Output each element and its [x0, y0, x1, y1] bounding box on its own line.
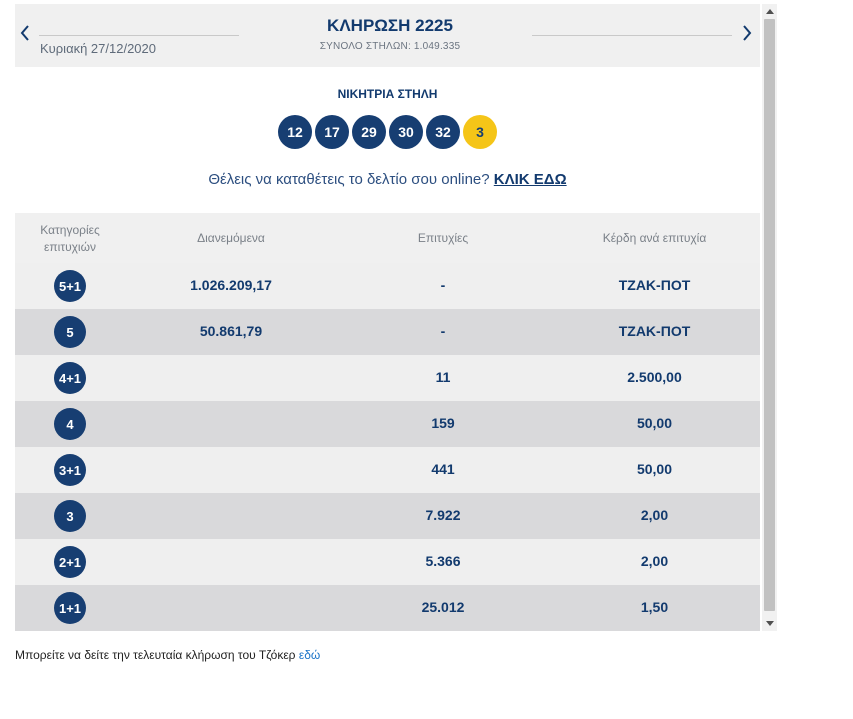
prize-value: 50,00: [636, 415, 673, 431]
header-distributed: Διανεμόμενα: [197, 231, 265, 245]
wins-value: 441: [431, 461, 455, 477]
header-wins: Επιτυχίες: [417, 231, 469, 245]
footer-text: Μπορείτε να δείτε την τελευταία κλήρωση …: [15, 648, 299, 662]
winning-number-ball: 29: [352, 115, 386, 149]
prize-value: ΤΖΑΚ-ΠΟΤ: [618, 277, 691, 293]
header-divider-left: [39, 35, 239, 36]
distributed-value: 1.026.209,17: [190, 277, 272, 293]
header-prize: Κέρδη ανά επιτυχία: [602, 231, 707, 245]
next-draw-button[interactable]: [739, 23, 755, 43]
draw-title: ΚΛΗΡΩΣΗ 2225: [327, 16, 453, 35]
table-row: 4+1 11 2.500,00: [15, 355, 760, 401]
winning-number-ball: 12: [278, 115, 312, 149]
prize-value: 50,00: [636, 461, 673, 477]
table-row: 5 50.861,79 - ΤΖΑΚ-ΠΟΤ: [15, 309, 760, 355]
winning-numbers: 12 17 29 30 32 3: [15, 115, 760, 149]
wins-value: 159: [431, 415, 455, 431]
wins-value: -: [440, 323, 446, 339]
scroll-up-button[interactable]: [762, 4, 777, 19]
table-row: 1+1 25.012 1,50: [15, 585, 760, 631]
category-badge: 3: [54, 500, 86, 532]
wins-value: 11: [435, 369, 451, 385]
results-panel: Κυριακή 27/12/2020 ΚΛΗΡΩΣΗ 2225 ΣΥΝΟΛΟ Σ…: [15, 4, 760, 631]
prize-value: 1,50: [640, 599, 669, 615]
draw-header: Κυριακή 27/12/2020 ΚΛΗΡΩΣΗ 2225 ΣΥΝΟΛΟ Σ…: [15, 4, 760, 67]
wins-value: 25.012: [421, 599, 465, 615]
category-badge: 5: [54, 316, 86, 348]
chevron-right-icon: [743, 25, 752, 41]
header-divider-right: [532, 35, 732, 36]
category-badge: 4: [54, 408, 86, 440]
wins-value: 7.922: [425, 507, 461, 523]
prize-value: ΤΖΑΚ-ΠΟΤ: [618, 323, 691, 339]
results-frame: Κυριακή 27/12/2020 ΚΛΗΡΩΣΗ 2225 ΣΥΝΟΛΟ Σ…: [15, 4, 777, 631]
click-here-link[interactable]: ΚΛΙΚ ΕΔΩ: [493, 171, 567, 188]
prize-value: 2,00: [640, 553, 669, 569]
scroll-down-button[interactable]: [762, 616, 777, 631]
category-badge: 3+1: [54, 454, 86, 486]
scroll-up-arrow-icon: [765, 9, 774, 14]
winning-number-ball: 30: [389, 115, 423, 149]
table-row: 3+1 441 50,00: [15, 447, 760, 493]
category-badge: 4+1: [54, 362, 86, 394]
table-row: 4 159 50,00: [15, 401, 760, 447]
wins-value: -: [440, 277, 446, 293]
total-columns: ΣΥΝΟΛΟ ΣΤΗΛΩΝ: 1.049.335: [319, 41, 461, 52]
draw-date: Κυριακή 27/12/2020: [40, 41, 156, 56]
vertical-scrollbar[interactable]: [762, 4, 777, 631]
header-category: Κατηγορίες επιτυχιών: [40, 223, 100, 254]
winning-number-ball: 17: [315, 115, 349, 149]
scroll-down-arrow-icon: [765, 621, 774, 626]
footer-note: Μπορείτε να δείτε την τελευταία κλήρωση …: [15, 648, 320, 662]
prize-value: 2,00: [640, 507, 669, 523]
table-row: 2+1 5.366 2,00: [15, 539, 760, 585]
chevron-left-icon: [20, 25, 29, 41]
online-prompt-text: Θέλεις να καταθέτεις το δελτίο σου onlin…: [208, 171, 494, 188]
prize-value: 2.500,00: [627, 369, 682, 385]
online-prompt: Θέλεις να καταθέτεις το δελτίο σου onlin…: [15, 171, 760, 188]
category-badge: 2+1: [54, 546, 86, 578]
wins-value: 5.366: [425, 553, 461, 569]
category-badge: 1+1: [54, 592, 86, 624]
table-row: 3 7.922 2,00: [15, 493, 760, 539]
category-badge: 5+1: [54, 270, 86, 302]
scroll-thumb[interactable]: [764, 19, 775, 611]
footer-here-link[interactable]: εδώ: [298, 648, 321, 662]
table-row: 5+1 1.026.209,17 - ΤΖΑΚ-ΠΟΤ: [15, 263, 760, 309]
joker-number-ball: 3: [463, 115, 497, 149]
winning-number-ball: 32: [426, 115, 460, 149]
winning-column-title: ΝΙΚΗΤΡΙΑ ΣΤΗΛΗ: [337, 87, 438, 101]
prev-draw-button[interactable]: [17, 23, 33, 43]
results-table-header: Κατηγορίες επιτυχιών Διανεμόμενα Επιτυχί…: [15, 213, 760, 263]
distributed-value: 50.861,79: [199, 323, 263, 339]
